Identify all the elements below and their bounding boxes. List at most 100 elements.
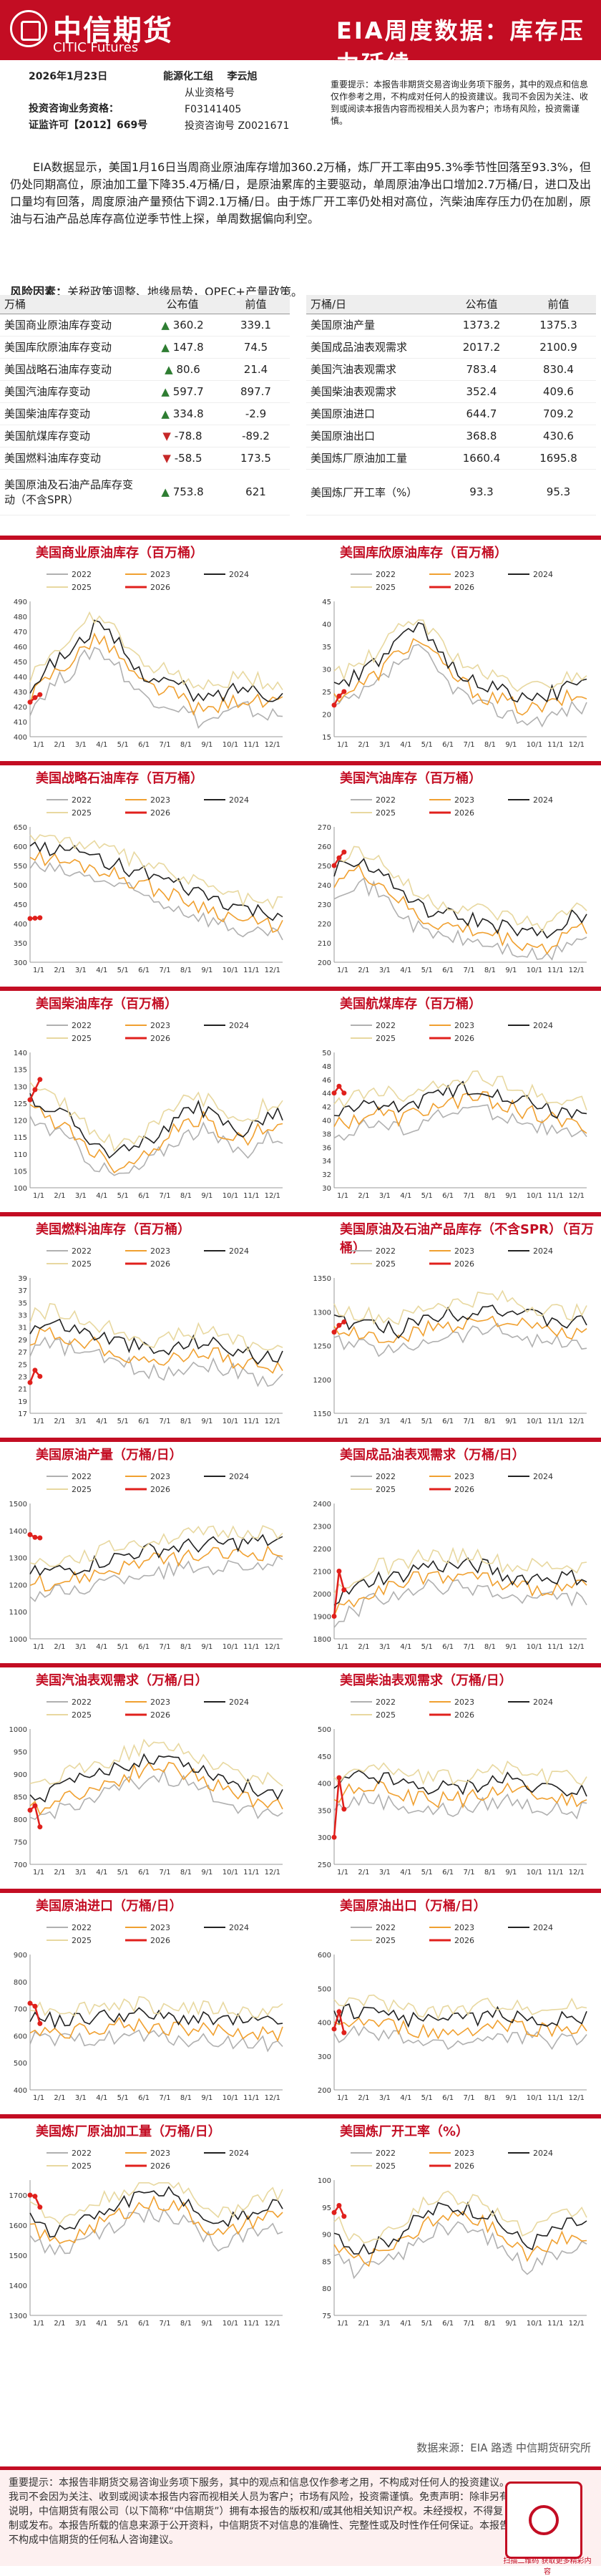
series-point-2026 — [341, 2214, 347, 2219]
qr-code-icon[interactable] — [505, 2481, 582, 2559]
x-tick-label: 7/1 — [464, 1869, 475, 1877]
series-line-2022 — [333, 1791, 587, 1820]
y-tick-label: 1700 — [9, 2192, 27, 2200]
row-value: 783.4 — [442, 358, 521, 381]
y-tick-label: 850 — [14, 1794, 27, 1802]
series-point-2026 — [341, 1319, 347, 1325]
report-header: 中信期货 CITIC Futures EIA周度数据：库存压力延续 — [0, 0, 601, 77]
x-tick-label: 11/1 — [243, 1192, 259, 1200]
trend-arrow-icon: ▼ — [162, 429, 171, 442]
y-tick-label: 240 — [318, 882, 331, 890]
y-tick-label: 200 — [318, 959, 331, 967]
y-tick-label: 1800 — [313, 1636, 331, 1644]
x-tick-label: 3/1 — [379, 741, 391, 749]
x-tick-label: 4/1 — [400, 2320, 411, 2328]
series-point-2026 — [336, 1775, 342, 1781]
chart-title: 美国原油及石油产品库存（不含SPR）（百万桶） — [340, 1222, 595, 1256]
series-point-2026 — [32, 1534, 38, 1540]
series-point-2026 — [331, 702, 337, 708]
x-tick-label: 12/1 — [569, 1192, 585, 1200]
series-point-2026 — [32, 2194, 38, 2199]
legend-label-2026: 2026 — [150, 1034, 170, 1043]
x-tick-label: 2/1 — [358, 1192, 369, 1200]
team-name: 能源化工组 — [163, 71, 213, 82]
x-tick-label: 5/1 — [117, 1643, 129, 1651]
row-value: 93.3 — [442, 469, 521, 515]
trend-arrow-icon: ▲ — [161, 485, 170, 498]
x-tick-label: 7/1 — [160, 741, 171, 749]
x-tick-label: 5/1 — [117, 2320, 129, 2328]
x-tick-label: 7/1 — [464, 1192, 475, 1200]
y-tick-label: 27 — [18, 1349, 27, 1357]
series-point-2026 — [331, 1090, 337, 1096]
x-tick-label: 7/1 — [160, 967, 171, 974]
y-tick-label: 500 — [14, 882, 27, 890]
x-tick-label: 5/1 — [117, 1869, 129, 1877]
legend-label-2025: 2025 — [376, 583, 396, 592]
x-tick-label: 8/1 — [180, 741, 192, 749]
y-tick-label: 270 — [318, 824, 331, 832]
legend-label-2025: 2025 — [72, 1034, 92, 1043]
legend-label-2025: 2025 — [376, 1485, 396, 1494]
x-tick-label: 2/1 — [358, 1643, 369, 1651]
legend-label-2026: 2026 — [454, 1034, 474, 1043]
legend-label-2022: 2022 — [376, 570, 396, 579]
x-tick-label: 5/1 — [421, 967, 433, 974]
x-tick-label: 1/1 — [33, 2320, 44, 2328]
y-tick-label: 120 — [14, 1118, 27, 1125]
y-tick-label: 800 — [14, 1979, 27, 1987]
series-line-2024 — [29, 1753, 283, 1803]
row-prev: 339.1 — [222, 314, 290, 336]
x-tick-label: 1/1 — [337, 1418, 348, 1425]
y-tick-label: 430 — [14, 689, 27, 697]
x-tick-label: 6/1 — [442, 967, 454, 974]
series-point-2026 — [331, 1330, 337, 1335]
y-tick-label: 36 — [322, 1144, 331, 1152]
y-tick-label: 20 — [322, 712, 331, 720]
y-tick-label: 1250 — [313, 1343, 331, 1351]
series-line-2023 — [333, 1571, 587, 1617]
x-tick-label: 5/1 — [117, 1418, 129, 1425]
x-tick-label: 4/1 — [400, 2094, 411, 2102]
row-value: 644.7 — [442, 402, 521, 425]
x-tick-label: 11/1 — [243, 1418, 259, 1425]
logo-en: CITIC Futures — [53, 40, 139, 55]
x-tick-label: 5/1 — [421, 741, 433, 749]
series-line-2025 — [333, 2190, 587, 2244]
trend-arrow-icon: ▲ — [161, 407, 170, 420]
y-tick-label: 230 — [318, 901, 331, 909]
x-tick-label: 11/1 — [243, 2320, 259, 2328]
x-tick-label: 1/1 — [337, 2094, 348, 2102]
y-tick-label: 420 — [14, 704, 27, 712]
legend-label-2025: 2025 — [376, 1710, 396, 1720]
x-tick-label: 1/1 — [337, 1869, 348, 1877]
x-tick-label: 8/1 — [484, 741, 496, 749]
series-line-2023 — [29, 1104, 283, 1173]
x-tick-label: 1/1 — [33, 1869, 44, 1877]
table-row: 美国炼厂原油加工量 1660.4 1695.8 — [306, 447, 596, 470]
table-row: 美国航煤库存变动 ▼ -78.8 -89.2 — [0, 425, 290, 447]
line-chart: 2022 2023 2024 2025 2026 30 32 34 36 38 40 42 44 46 48… — [304, 1012, 594, 1206]
legend-label-2022: 2022 — [72, 1021, 92, 1030]
legend-label-2024: 2024 — [229, 1698, 249, 1707]
y-tick-label: 200 — [318, 2087, 331, 2095]
table-row: 美国战略石油库存变动 ▲ 80.6 21.4 — [0, 358, 290, 381]
x-tick-label: 3/1 — [75, 1869, 87, 1877]
row-name: 美国汽油表观需求 — [306, 358, 442, 381]
row-value: ▼ -58.5 — [143, 447, 222, 470]
table-row: 美国商业原油库存变动 ▲ 360.2 339.1 — [0, 314, 290, 336]
x-tick-label: 2/1 — [54, 1643, 65, 1651]
x-tick-label: 6/1 — [442, 1192, 454, 1200]
y-tick-label: 800 — [14, 1816, 27, 1824]
y-tick-label: 1300 — [9, 1555, 27, 1563]
y-tick-label: 1100 — [9, 1609, 27, 1617]
series-line-2025 — [333, 846, 587, 933]
chart-svg: 2022 2023 2024 2025 2026 1000 1100 1200 1300 1400… — [9, 1472, 283, 1651]
x-tick-label: 12/1 — [265, 967, 280, 974]
x-tick-label: 8/1 — [180, 1643, 192, 1651]
x-tick-label: 2/1 — [54, 2320, 65, 2328]
legend-label-2025: 2025 — [72, 1485, 92, 1494]
legend-label-2022: 2022 — [376, 1923, 396, 1932]
y-tick-label: 250 — [318, 1861, 331, 1869]
